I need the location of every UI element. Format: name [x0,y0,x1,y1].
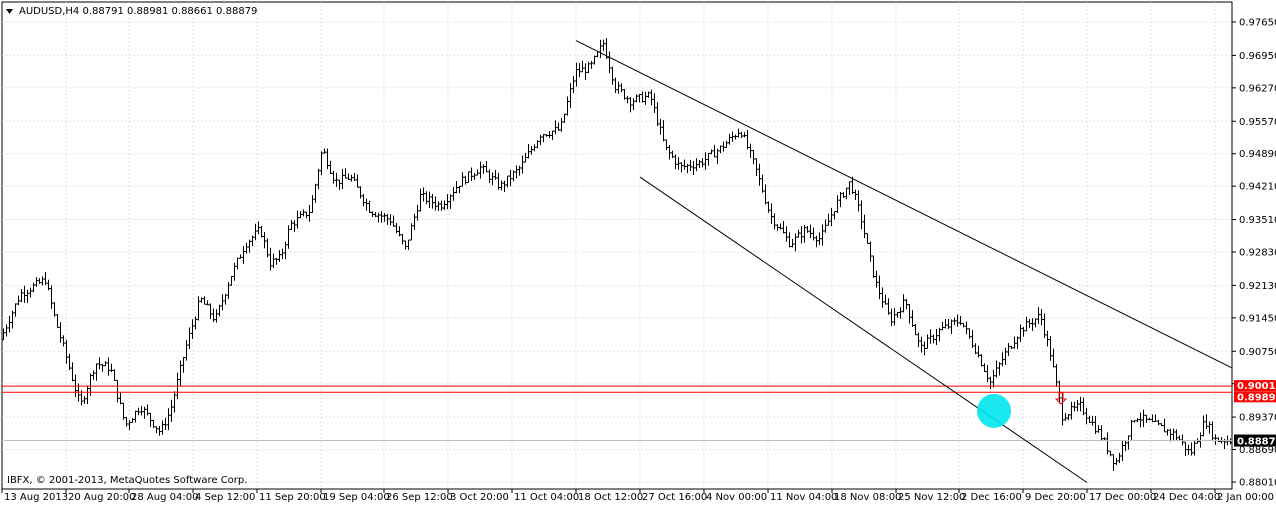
x-tick-label-2: 28 Aug 04:00 [131,492,198,503]
resistance-level-1-tag[interactable] [1234,380,1276,392]
copyright-label: IBFX, © 2001-2013, MetaQuotes Software C… [7,475,247,486]
x-tick-label-11: 4 Nov 00:00 [706,492,767,503]
menu-triangle-icon[interactable] [6,9,13,14]
grid-lines [2,2,1232,489]
x-tick-label-4: 11 Sep 20:00 [259,492,326,503]
x-tick-label-3: 4 Sep 12:00 [195,492,255,503]
upper-channel-line[interactable] [575,40,1233,369]
x-tick-label-10: 27 Oct 16:00 [642,492,707,503]
x-tick-label-16: 9 Dec 20:00 [1025,492,1086,503]
x-tick-label-8: 11 Oct 04:00 [514,492,579,503]
plot-area[interactable] [1,1,1233,490]
lower-channel-line[interactable] [639,176,1088,483]
x-tick-label-17: 17 Dec 00:00 [1089,492,1156,503]
resistance-level-1-tag-label: 0.90019 [1237,381,1276,392]
x-tick-label-6: 26 Sep 12:00 [386,492,453,503]
symbol-header: AUDUSD,H4 0.88791 0.88981 0.88661 0.8887… [19,6,257,17]
x-tick-label-0: 13 Aug 2013 [4,492,68,503]
current-price-tag-label: 0.88879 [1237,437,1276,448]
x-tick-label-9: 18 Oct 12:00 [578,492,643,503]
x-tick-label-12: 11 Nov 04:00 [770,492,837,503]
x-tick-label-7: 3 Oct 20:00 [450,492,509,503]
down-arrow-marker [1054,392,1068,405]
current-price-tag[interactable] [1234,434,1276,447]
x-tick-label-13: 18 Nov 08:00 [834,492,901,503]
x-tick-label-5: 19 Sep 04:00 [323,492,390,503]
highlight-circle [977,393,1011,428]
resistance-level-2-tag[interactable] [1234,391,1276,403]
drawn-objects [2,40,1233,483]
x-tick-label-18: 24 Dec 04:00 [1153,492,1220,503]
x-tick-label-19: 2 Jan 00:00 [1217,492,1274,503]
x-tick-label-1: 20 Aug 20:00 [68,492,135,503]
price-bars [2,38,1232,472]
x-tick-label-15: 2 Dec 16:00 [961,492,1022,503]
x-tick-label-14: 25 Nov 12:00 [898,492,965,503]
